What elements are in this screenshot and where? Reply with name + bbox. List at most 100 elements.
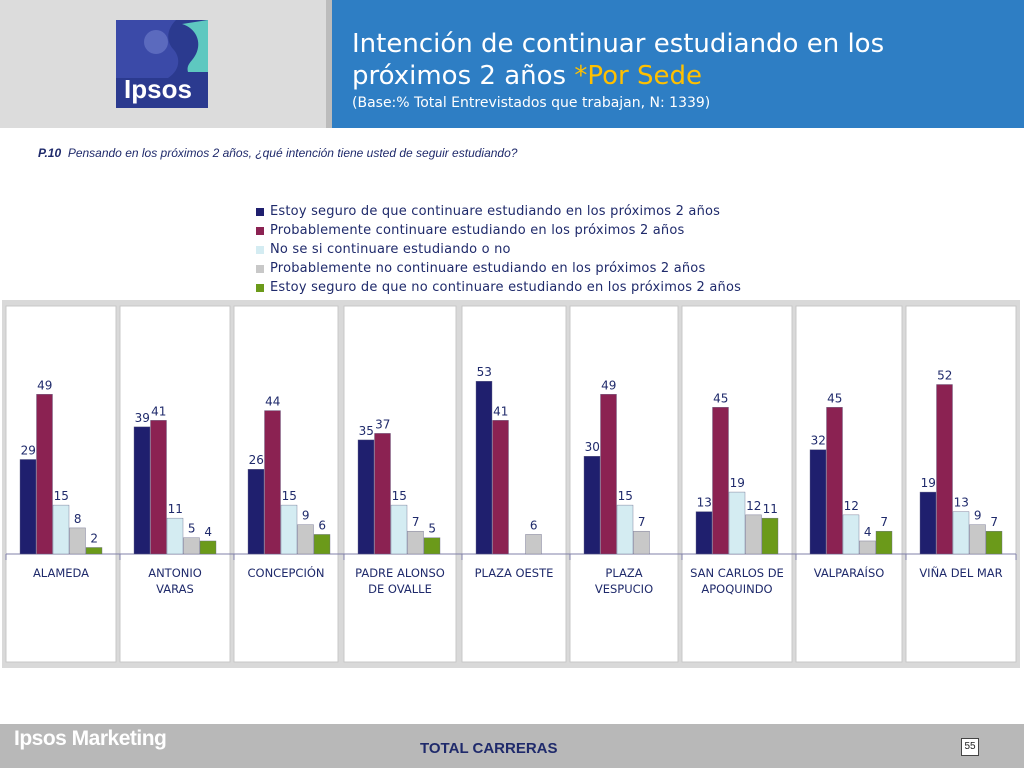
data-label: 15 — [282, 489, 297, 503]
chart-legend: Estoy seguro de que continuare estudiand… — [256, 202, 741, 297]
legend-label: Probablemente continuare estudiando en l… — [270, 223, 685, 238]
data-label: 41 — [493, 404, 508, 418]
legend-label: Probablemente no continuare estudiando e… — [270, 261, 706, 276]
bar — [809, 449, 827, 555]
bar — [985, 530, 1003, 555]
data-label: 12 — [746, 499, 761, 513]
category-label: VIÑA DEL MAR — [919, 565, 1002, 580]
legend-label: Estoy seguro de que continuare estudiand… — [270, 204, 721, 219]
data-label: 6 — [318, 518, 326, 532]
data-label: 9 — [974, 509, 982, 523]
legend-item: Probablemente no continuare estudiando e… — [256, 259, 741, 278]
question-text: Pensando en los próximos 2 años, ¿qué in… — [67, 146, 518, 160]
bar — [133, 426, 151, 555]
data-label: 5 — [428, 522, 436, 536]
bar — [842, 514, 860, 555]
bar — [199, 540, 217, 555]
data-label: 11 — [168, 502, 183, 516]
category-label: VALPARAÍSO — [814, 565, 885, 580]
category-label: PLAZA OESTE — [475, 566, 554, 580]
bar — [183, 537, 200, 555]
bar — [952, 511, 970, 555]
data-label: 13 — [697, 496, 712, 510]
data-label: 6 — [530, 518, 538, 532]
data-label: 39 — [135, 411, 150, 425]
bar — [19, 459, 37, 555]
data-label: 29 — [21, 443, 36, 457]
bar — [712, 407, 729, 555]
data-label: 15 — [392, 489, 407, 503]
header-title-panel — [332, 0, 1024, 128]
data-label: 53 — [477, 365, 492, 379]
legend-swatch — [256, 207, 264, 216]
data-label: 19 — [921, 476, 936, 490]
data-label: 13 — [954, 496, 969, 510]
page-subtitle: (Base:% Total Entrevistados que trabajan… — [352, 95, 711, 111]
data-label: 52 — [937, 368, 952, 382]
question-code: P.10 — [38, 146, 62, 160]
category-label: APOQUINDO — [701, 582, 772, 596]
data-label: 37 — [375, 417, 390, 431]
legend-label: No se si continuare estudiando o no — [270, 242, 511, 257]
data-label: 7 — [880, 515, 888, 529]
category-label: ANTONIO — [148, 566, 202, 580]
data-label: 15 — [54, 489, 69, 503]
data-label: 2 — [90, 531, 98, 545]
bar — [761, 517, 779, 555]
data-label: 30 — [585, 440, 600, 454]
bar — [583, 456, 601, 555]
data-label: 7 — [990, 515, 998, 529]
page-title: Intención de continuar estudiando en los… — [352, 28, 1012, 92]
category-label: VESPUCIO — [595, 582, 653, 596]
footer-bar — [0, 724, 1024, 768]
legend-swatch — [256, 264, 264, 273]
data-label: 7 — [638, 515, 646, 529]
header-divider — [326, 0, 332, 128]
data-label: 11 — [763, 502, 778, 516]
bar — [390, 504, 408, 555]
ipsos-logo: Ipsos — [116, 20, 208, 108]
bar — [280, 504, 298, 555]
bar — [728, 491, 746, 555]
category-label: SAN CARLOS DE — [690, 566, 784, 580]
bar — [85, 547, 103, 555]
legend-item: Estoy seguro de que continuare estudiand… — [256, 202, 741, 221]
legend-item: No se si continuare estudiando o no — [256, 240, 741, 259]
footer-title: TOTAL CARRERAS — [420, 740, 558, 757]
bar — [297, 524, 314, 555]
data-label: 12 — [844, 499, 859, 513]
bar — [600, 394, 617, 555]
bar — [407, 530, 424, 555]
bar — [859, 540, 876, 555]
data-label: 41 — [151, 404, 166, 418]
data-label: 45 — [827, 391, 842, 405]
data-label: 49 — [37, 378, 52, 392]
bar — [745, 514, 762, 555]
bar — [36, 394, 53, 555]
bar — [264, 410, 281, 555]
bar — [423, 537, 441, 555]
category-label: PLAZA — [605, 566, 642, 580]
logo-tree-icon — [144, 30, 168, 54]
legend-item: Probablemente continuare estudiando en l… — [256, 221, 741, 240]
bar — [875, 530, 893, 555]
legend-swatch — [256, 226, 264, 235]
data-label: 8 — [74, 512, 82, 526]
data-label: 4 — [864, 525, 872, 539]
legend-swatch — [256, 245, 264, 254]
data-label: 44 — [265, 395, 280, 409]
title-line-2: próximos 2 años — [352, 61, 575, 91]
data-label: 15 — [618, 489, 633, 503]
data-label: 45 — [713, 391, 728, 405]
bar — [52, 504, 70, 555]
legend-item: Estoy seguro de que no continuare estudi… — [256, 278, 741, 297]
category-panel — [681, 305, 793, 663]
data-label: 26 — [249, 453, 264, 467]
bar — [969, 524, 986, 555]
bar — [357, 439, 375, 555]
title-line-1: Intención de continuar estudiando en los — [352, 29, 885, 59]
bar — [919, 491, 937, 555]
bar — [166, 517, 184, 555]
bar — [936, 384, 953, 555]
